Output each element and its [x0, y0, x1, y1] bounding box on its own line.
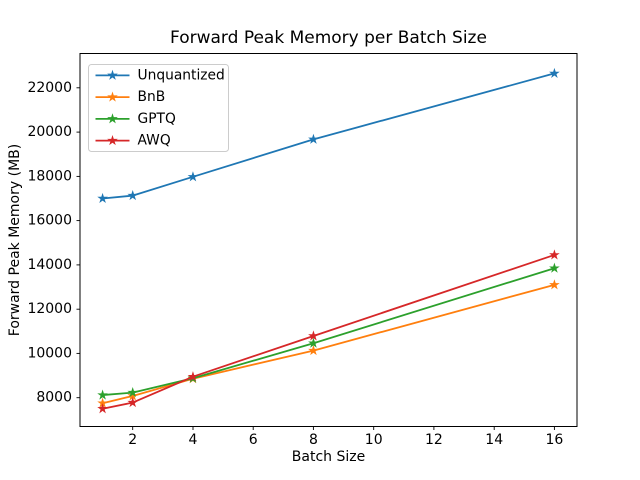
legend-label-unquantized: Unquantized — [138, 67, 225, 83]
star-marker-icon — [97, 192, 108, 204]
star-marker-icon — [187, 171, 199, 182]
star-marker-icon — [127, 396, 139, 408]
y-tick-label: 10000 — [27, 345, 72, 361]
series-awq — [97, 249, 560, 414]
star-marker-icon — [97, 403, 108, 414]
x-tick-label: 4 — [189, 432, 198, 448]
series-unquantized — [97, 67, 560, 204]
legend-box — [88, 64, 229, 152]
legend-item-bnb: BnB — [95, 89, 166, 105]
y-tick-label: 14000 — [27, 257, 72, 273]
y-tick-label: 20000 — [27, 124, 72, 140]
legend-label-bnb: BnB — [138, 89, 166, 105]
y-tick-label: 22000 — [27, 80, 72, 96]
y-tick-label: 16000 — [27, 213, 72, 229]
x-axis-ticks: 2 4 6 8 10 12 14 16 — [128, 426, 563, 448]
x-tick-label: 6 — [249, 432, 258, 448]
legend: Unquantized BnB GPTQ AWQ — [88, 64, 229, 152]
x-tick-label: 2 — [128, 432, 137, 448]
x-tick-label: 16 — [545, 432, 563, 448]
y-axis-label: Forward Peak Memory (MB) — [7, 143, 23, 337]
y-axis-ticks: 8000 10000 12000 14000 16000 18000 20000 22000 — [27, 80, 80, 406]
star-marker-icon — [97, 397, 108, 408]
star-marker-icon — [308, 337, 319, 348]
star-marker-icon — [549, 67, 560, 78]
star-marker-icon — [127, 387, 139, 398]
legend-star-marker-icon — [107, 113, 118, 124]
x-tick-label: 10 — [365, 432, 383, 448]
legend-item-awq: AWQ — [95, 133, 171, 149]
star-marker-icon — [187, 371, 199, 382]
x-tick-label: 14 — [485, 432, 503, 448]
axes-frame — [79, 53, 578, 427]
legend-item-gptq: GPTQ — [95, 111, 176, 127]
legend-star-marker-icon — [107, 69, 118, 80]
chart-title: Forward Peak Memory per Batch Size — [170, 28, 487, 48]
star-marker-icon — [549, 249, 560, 260]
y-tick-label: 18000 — [27, 168, 72, 184]
legend-item-unquantized: Unquantized — [95, 67, 225, 83]
star-marker-icon — [127, 190, 139, 201]
x-tick-label: 12 — [425, 432, 443, 448]
star-marker-icon — [549, 279, 560, 290]
star-marker-icon — [308, 133, 319, 144]
star-marker-icon — [308, 330, 319, 341]
legend-star-marker-icon — [107, 91, 118, 102]
legend-label-gptq: GPTQ — [138, 111, 176, 127]
star-marker-icon — [97, 389, 108, 400]
legend-label-awq: AWQ — [138, 133, 171, 149]
y-tick-label: 12000 — [27, 301, 72, 317]
star-marker-icon — [549, 262, 560, 273]
x-tick-label: 8 — [309, 432, 318, 448]
legend-star-marker-icon — [107, 135, 118, 146]
y-tick-label: 8000 — [36, 390, 72, 406]
x-axis-label: Batch Size — [291, 449, 366, 465]
star-marker-icon — [308, 344, 319, 356]
star-marker-icon — [127, 390, 139, 401]
